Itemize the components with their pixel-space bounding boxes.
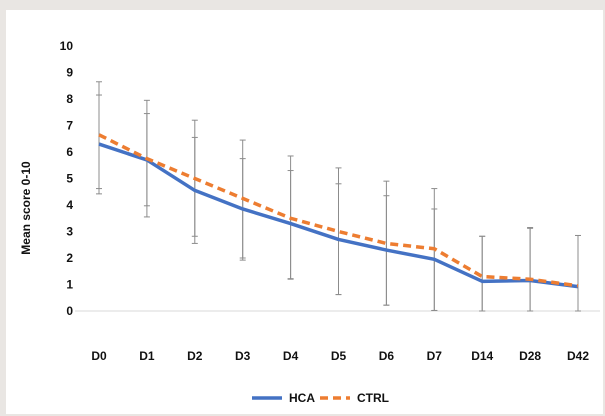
- x-tick-label: D1: [139, 349, 155, 363]
- x-tick-label: D5: [331, 349, 347, 363]
- x-tick-label: D28: [519, 349, 541, 363]
- legend: HCA CTRL: [252, 391, 389, 405]
- x-tick-label: D0: [91, 349, 107, 363]
- legend-label-ctrl: CTRL: [357, 391, 389, 405]
- y-tick-label: 3: [66, 225, 73, 239]
- x-tick-label: D42: [567, 349, 589, 363]
- x-tick-label: D2: [187, 349, 203, 363]
- y-tick-label: 7: [66, 119, 73, 133]
- series-line-hca: [98, 142, 579, 289]
- chart-area: [6, 10, 603, 414]
- y-tick-label: 1: [66, 278, 73, 292]
- x-tick-label: D6: [379, 349, 395, 363]
- x-tick-label: D3: [235, 349, 251, 363]
- y-tick-label: 8: [66, 92, 73, 106]
- x-tick-label: D7: [427, 349, 443, 363]
- series-lines: [98, 133, 579, 289]
- y-tick-label: 4: [66, 198, 73, 212]
- y-tick-label: 6: [66, 145, 73, 159]
- x-tick-label: D14: [471, 349, 493, 363]
- y-tick-label: 2: [66, 251, 73, 265]
- x-axis-ticks: D0 D1 D2 D3 D4 D5 D6 D7 D14 D28 D42: [91, 349, 589, 363]
- y-axis-label: Mean score 0-10: [19, 161, 33, 255]
- y-tick-label: 5: [66, 172, 73, 186]
- legend-label-hca: HCA: [289, 391, 315, 405]
- y-tick-label: 0: [66, 304, 73, 318]
- x-tick-label: D4: [283, 349, 299, 363]
- y-tick-label: 9: [66, 66, 73, 80]
- y-axis-ticks: 0 1 2 3 4 5 6 7 8 9 10: [60, 39, 74, 318]
- error-bars: [96, 81, 581, 312]
- y-tick-label: 10: [60, 39, 74, 53]
